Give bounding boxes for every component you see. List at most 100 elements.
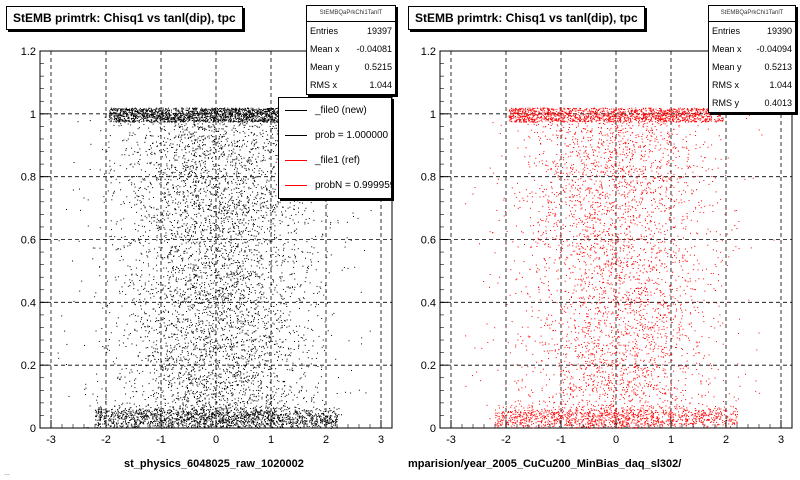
left-point [138,294,140,296]
left-point [162,369,164,371]
left-point [217,299,219,301]
left-point [220,278,221,280]
left-point [210,416,212,417]
left-point [206,291,208,293]
left-point [252,139,254,141]
left-point [143,415,145,417]
left-point [267,416,269,418]
left-point [79,290,81,292]
left-point [226,213,227,215]
left-point [139,422,141,424]
left-point [220,110,221,111]
left-point [158,426,160,428]
left-point [192,391,194,393]
left-point [177,426,179,428]
left-point [253,224,255,225]
left-point [165,232,167,234]
left-point [215,412,217,414]
left-point [121,417,123,419]
left-point [175,107,177,109]
left-point [199,422,201,424]
left-point [233,239,235,240]
left-point [131,418,132,420]
left-point [130,269,132,270]
left-point [219,373,221,375]
left-point [167,358,169,360]
left-point [168,351,170,352]
left-point [274,234,276,236]
left-point [307,414,309,416]
left-point [213,153,215,155]
left-point [157,291,159,292]
left-point [244,143,245,145]
left-point [202,290,203,292]
left-point [72,189,74,191]
left-point [202,359,204,361]
left-point [240,415,242,417]
left-point [205,245,207,247]
left-point [230,342,232,344]
left-point [259,363,261,365]
left-point [250,300,252,302]
left-point [229,411,231,413]
left-point [220,144,222,146]
left-point [185,198,187,200]
left-point [275,145,277,147]
left-point [183,420,185,422]
left-point [149,372,151,374]
left-point [246,340,248,342]
left-point [336,414,338,416]
left-point [164,130,166,131]
left-point [155,380,157,382]
left-point [255,376,257,378]
left-point [207,119,209,121]
left-point [256,111,258,113]
left-point [306,418,308,419]
left-point [210,419,212,421]
left-point [294,341,295,342]
left-point [239,114,241,115]
left-point [234,114,236,116]
left-point [177,232,179,234]
left-point [161,361,162,363]
left-point [238,426,240,428]
left-point [287,427,289,429]
left-point [232,418,234,420]
left-point [162,215,164,217]
left-point [316,424,318,426]
left-point [141,415,143,417]
left-point [272,113,274,114]
left-point [136,370,138,372]
left-point [132,116,134,118]
left-point [156,270,158,272]
left-point [257,201,258,203]
left-point [164,192,166,194]
left-point [254,196,256,198]
left-point [166,116,168,118]
left-point [313,247,315,249]
left-point [245,282,247,284]
left-point [215,236,217,238]
left-point [205,179,207,181]
left-point [282,347,284,348]
left-point [219,289,221,291]
left-point [215,358,217,360]
left-point [142,413,144,415]
left-point [235,121,237,123]
left-point [191,330,193,332]
left-point [227,408,229,410]
left-point [306,424,308,426]
left-point [204,111,206,113]
left-point [200,172,202,174]
left-point [185,231,186,232]
left-point [172,424,174,426]
left-point [246,413,248,415]
left-point [168,114,170,115]
left-point [206,355,208,357]
left-point [156,141,157,143]
left-point [194,202,196,204]
left-point [270,409,272,411]
left-point [284,421,286,423]
left-point [194,117,196,119]
left-point [260,410,262,412]
